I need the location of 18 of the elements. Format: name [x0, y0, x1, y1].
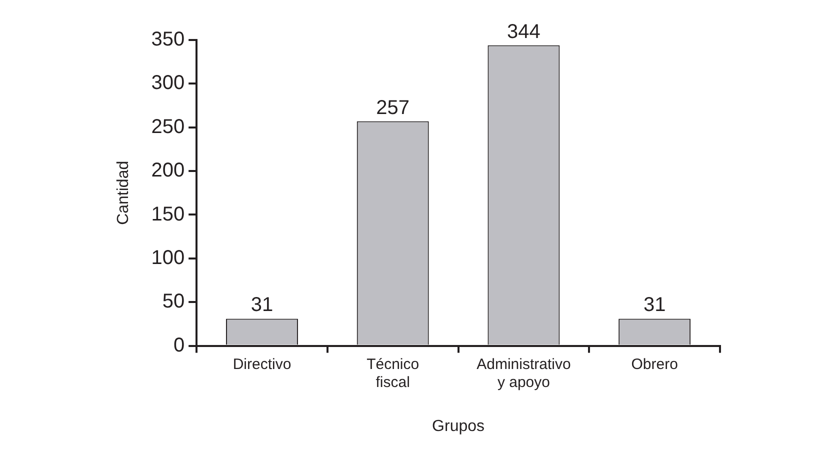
y-axis-title: Cantidad [115, 160, 132, 225]
y-tick-label: 50 [162, 290, 185, 313]
y-tick-label: 250 [151, 116, 185, 138]
data-label: 31 [643, 294, 666, 316]
data-label: 344 [507, 20, 540, 43]
y-tick-label: 350 [151, 28, 185, 51]
x-tick-label: Obrero [631, 356, 678, 373]
x-axis-title: Grupos [432, 418, 485, 435]
y-tick-label: 0 [173, 334, 185, 356]
y-tick-label: 100 [151, 246, 185, 269]
y-tick-label: 300 [151, 72, 185, 94]
y-tick-label: 200 [151, 160, 185, 182]
y-tick-label: 150 [151, 203, 185, 226]
x-tick-label: Administrativo y apoyo [476, 356, 571, 391]
data-label: 31 [250, 294, 274, 316]
x-tick-label: Técnico fiscal [366, 356, 420, 391]
x-tick-label: Directivo [232, 356, 292, 373]
data-label: 257 [376, 96, 410, 119]
